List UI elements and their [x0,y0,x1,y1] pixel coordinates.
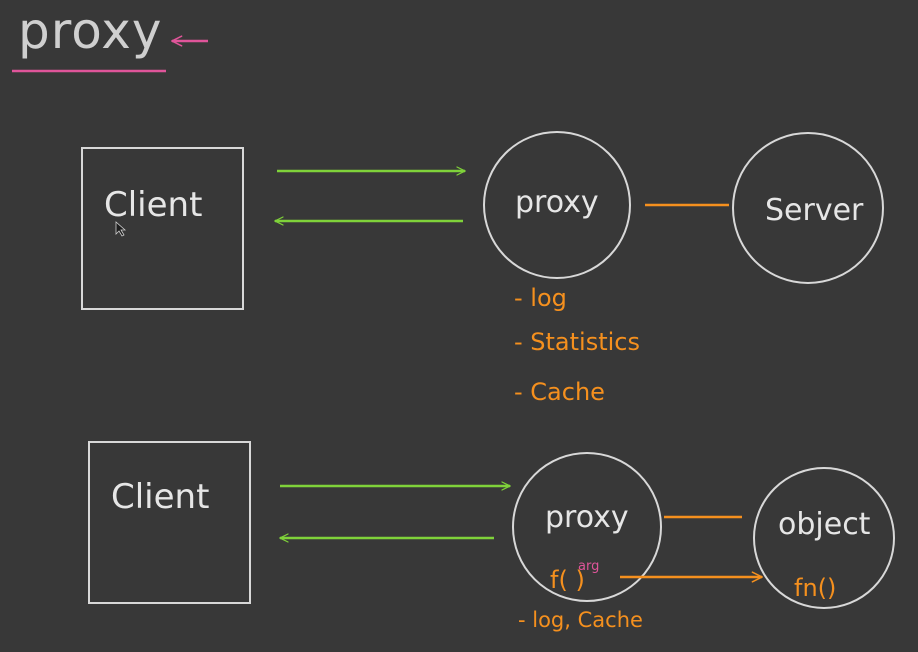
proxy-circle [483,131,631,279]
diagram-client-object: Client proxy object f( ) arg fn() - log,… [88,441,895,632]
proxy-note-log: - log [514,284,567,312]
proxy-note-statistics: - Statistics [514,328,640,356]
proxy-call: f( ) [550,566,585,594]
proxy-label: proxy [515,185,599,220]
proxy-note: - log, Cache [518,608,643,632]
proxy-note-cache: - Cache [514,378,605,406]
object-call: fn() [794,574,836,602]
client-box [81,147,244,310]
page-title: proxy [18,2,163,60]
server-circle [732,132,884,284]
mouse-cursor-icon [115,221,127,237]
client-label: Client [111,477,209,517]
diagram-client-server: Client proxy Server - log - Statistics -… [81,131,884,406]
object-circle [753,467,895,609]
object-label: object [778,507,871,542]
proxy-label: proxy [545,500,629,535]
proxy-call-arg: arg [578,559,599,574]
client-label: Client [104,185,202,225]
server-label: Server [765,193,864,228]
proxy-circle [512,452,662,602]
client-box [88,441,251,604]
